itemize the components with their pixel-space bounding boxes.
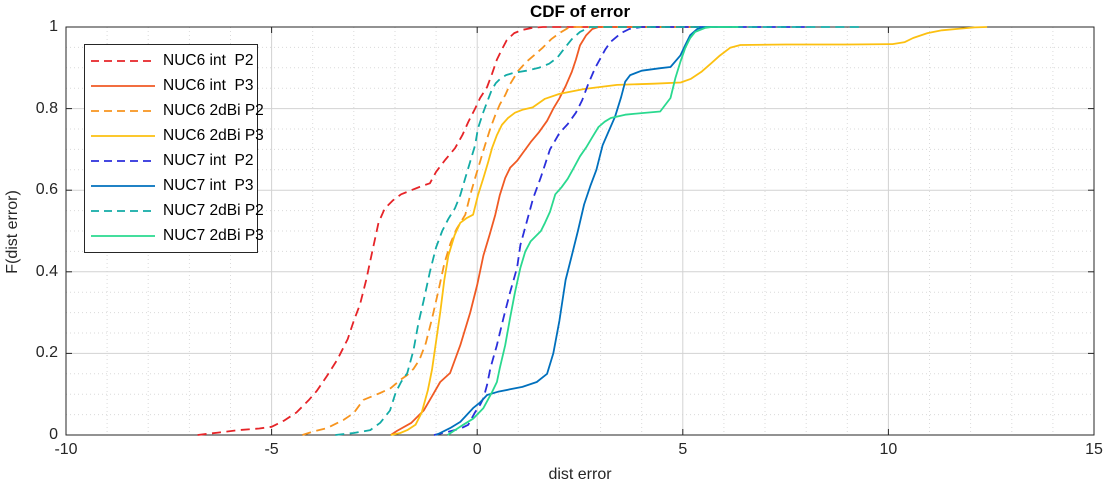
legend-entry: NUC7 int P3 bbox=[85, 174, 257, 198]
y-tick-label: 0.2 bbox=[35, 344, 58, 362]
y-tick-label: 0.4 bbox=[35, 262, 58, 280]
curve-nuc7-int-p3 bbox=[435, 26, 737, 436]
x-tick-label: 5 bbox=[678, 441, 688, 458]
legend-label: NUC6 2dBi P2 bbox=[163, 101, 264, 119]
legend-entry: NUC6 int P3 bbox=[85, 74, 257, 98]
legend-line-sample bbox=[91, 185, 155, 188]
x-tick-label: 15 bbox=[1085, 441, 1103, 458]
chart-title: CDF of error bbox=[529, 2, 631, 21]
legend-line-sample bbox=[91, 235, 155, 238]
legend-line-sample bbox=[91, 160, 155, 162]
curve-nuc6-int-p3 bbox=[390, 26, 696, 436]
legend-label: NUC7 2dBi P3 bbox=[163, 227, 264, 245]
x-tick-label: -10 bbox=[54, 441, 78, 458]
curve-nuc6-2dbi-p3 bbox=[390, 26, 988, 436]
legend-label: NUC6 int P3 bbox=[163, 76, 254, 94]
legend-entry: NUC7 2dBi P2 bbox=[85, 199, 264, 223]
y-tick-label: 0.6 bbox=[35, 181, 58, 199]
curve-nuc7-int-p2 bbox=[433, 26, 811, 436]
x-tick-label: -5 bbox=[264, 441, 279, 458]
curve-nuc7-2dbi-p3 bbox=[447, 26, 739, 436]
legend-label: NUC6 int P2 bbox=[163, 51, 254, 69]
legend-box: NUC6 int P2 NUC6 int P3 NUC6 2dBi P2 NUC6 2… bbox=[84, 44, 264, 253]
y-tick-label: 1 bbox=[49, 18, 58, 35]
legend-line-sample bbox=[91, 109, 155, 112]
legend-label: NUC7 2dBi P2 bbox=[163, 202, 264, 220]
legend-entry: NUC7 int P2 bbox=[85, 149, 257, 173]
legend-label: NUC6 2dBi P3 bbox=[163, 126, 264, 144]
x-tick-label: 0 bbox=[472, 441, 482, 458]
legend-label: NUC7 int P2 bbox=[163, 152, 254, 170]
x-axis-label: dist error bbox=[548, 466, 612, 483]
y-tick-label: 0 bbox=[49, 426, 58, 443]
curve-nuc6-int-p2 bbox=[197, 26, 663, 436]
legend-line-sample bbox=[91, 59, 155, 62]
legend-line-sample bbox=[91, 210, 155, 213]
legend-entry: NUC6 2dBi P3 bbox=[85, 124, 264, 148]
x-tick-label: 10 bbox=[879, 441, 898, 458]
legend-entry: NUC6 int P2 bbox=[85, 49, 257, 73]
legend-label: NUC7 int P3 bbox=[163, 177, 254, 195]
curve-nuc7-2dbi-p2 bbox=[335, 26, 860, 436]
legend-entry: NUC7 2dBi P3 bbox=[85, 224, 264, 248]
legend-entry: NUC6 2dBi P2 bbox=[85, 99, 264, 123]
y-tick-label: 0.8 bbox=[35, 99, 58, 117]
legend-line-sample bbox=[91, 135, 155, 137]
y-axis-label: F(dist error) bbox=[4, 190, 21, 274]
legend-line-sample bbox=[91, 84, 155, 87]
